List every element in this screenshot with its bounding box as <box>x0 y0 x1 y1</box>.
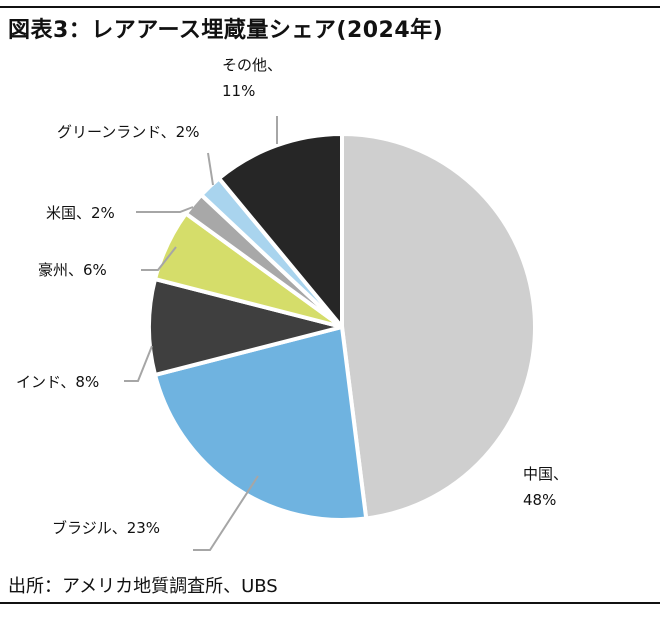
leader-line-5 <box>136 206 194 213</box>
pie-slices <box>147 132 537 522</box>
slice-label-6: グリーンランド、2% <box>57 123 199 141</box>
slice-label-7: その他、 11% <box>222 56 282 100</box>
source-note: 出所：アメリカ地質調査所、UBS <box>8 576 278 597</box>
top-rule <box>0 6 660 8</box>
slice-labels: 中国、 48% ブラジル、23% インド、8% 豪州、6% 米国、2% グリーンランド、2%… <box>16 56 568 537</box>
leader-line-4 <box>141 246 177 271</box>
chart-title: 図表3：レアアース埋蔵量シェア(2024年) <box>8 18 444 43</box>
leader-line-3 <box>124 345 153 382</box>
leader-line-2 <box>193 475 259 551</box>
slice-label-1: 中国、 48% <box>523 465 568 509</box>
slice-label-3: インド、8% <box>16 373 99 391</box>
slice-label-2: ブラジル、23% <box>52 519 160 537</box>
leader-lines <box>124 116 278 551</box>
pie-slice-1 <box>340 132 537 521</box>
bottom-rule <box>0 602 660 604</box>
slice-label-4: 豪州、6% <box>38 261 107 279</box>
slice-label-5: 米国、2% <box>46 204 115 222</box>
pie-slice-7 <box>216 132 344 329</box>
pie-slice-2 <box>153 325 369 522</box>
leader-line-6 <box>207 152 214 186</box>
